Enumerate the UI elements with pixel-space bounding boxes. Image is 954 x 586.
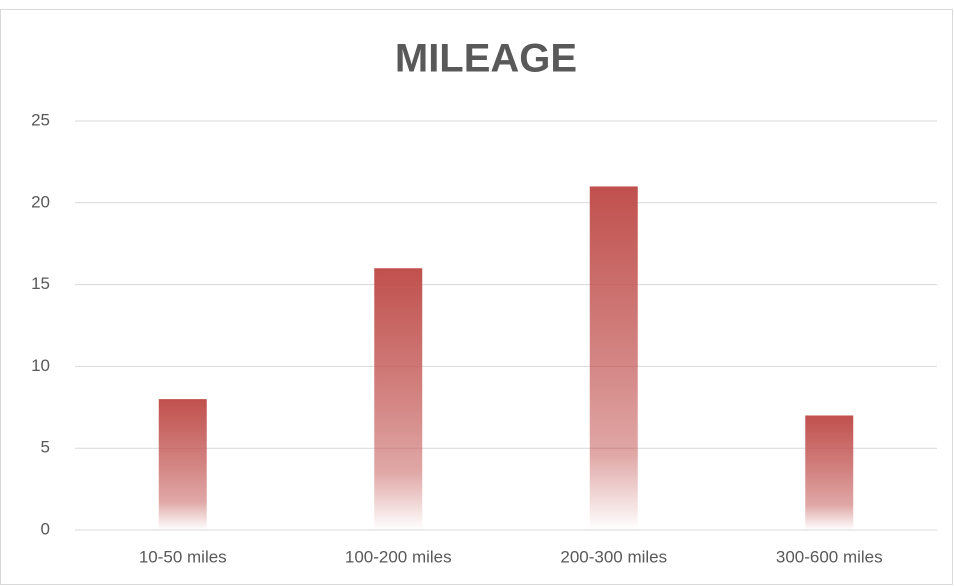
y-tick-label: 10 (31, 356, 50, 375)
bar (805, 415, 854, 530)
y-tick-label: 0 (41, 519, 50, 538)
x-tick-label: 100-200 miles (345, 547, 452, 566)
y-tick-label: 20 (31, 192, 50, 211)
bar (158, 399, 207, 530)
chart-title: MILEAGE (395, 37, 577, 81)
y-tick-label: 15 (31, 274, 50, 293)
bar (589, 186, 638, 530)
y-tick-label: 5 (41, 438, 50, 457)
x-tick-label: 300-600 miles (776, 547, 883, 566)
y-tick-label: 25 (31, 110, 50, 129)
x-tick-label: 200-300 miles (560, 547, 667, 566)
bar (374, 268, 423, 530)
x-tick-label: 10-50 miles (139, 547, 227, 566)
